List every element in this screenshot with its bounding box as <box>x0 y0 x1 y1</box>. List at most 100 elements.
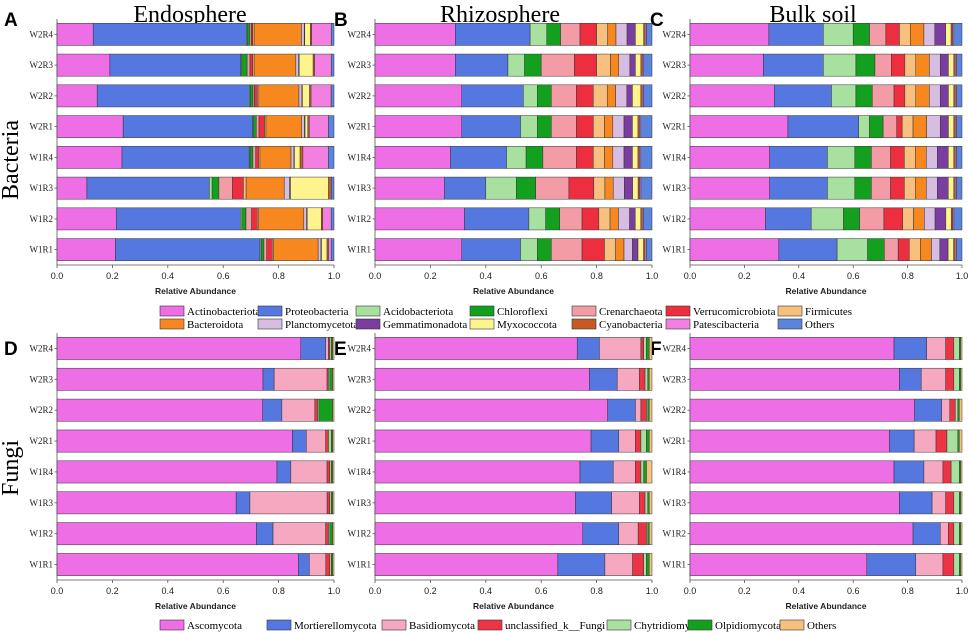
bar-segment-proteobacteria-w2r2 <box>774 84 832 108</box>
bar-segment-chytridiomycota-w2r3 <box>953 367 960 391</box>
x-tick-label: 0.6 <box>217 271 230 281</box>
bar-segment-chloroflexi-w2r1 <box>253 115 257 138</box>
bar-segment-unclassified-k-fungi-w1r1 <box>942 553 955 576</box>
bar-segment-unclassified-k-fungi-w2r4 <box>640 337 644 360</box>
bar-segment-unclassified-k-fungi-w2r4 <box>945 337 955 360</box>
legend-label-others: Others <box>805 319 834 331</box>
bar-segment-crenarchaeota-w2r1 <box>551 115 577 138</box>
bar-segment-mortierellomycota-w2r3 <box>899 367 922 391</box>
bar-segment-planctomycetota-w1r3 <box>926 176 938 200</box>
bar-segment-crenarchaeota-w2r3 <box>874 53 892 77</box>
bar-segment-myxococcota-w2r4 <box>945 23 952 46</box>
bar-segment-myxococcota-w1r4 <box>294 146 301 169</box>
y-tick-label: W1R3 <box>30 183 54 193</box>
legend-swatch-myxococcota <box>469 318 495 330</box>
bar-segment-basidiomycota-w2r3 <box>920 367 946 391</box>
legend-swatch-bacteroidota <box>159 318 185 330</box>
bar-segment-others-w1r1 <box>332 553 335 576</box>
y-tick-label: W2R3 <box>30 60 54 70</box>
bar-segment-ascomycota-w1r3 <box>374 491 576 515</box>
y-tick-label: W1R2 <box>348 214 372 224</box>
bar-segment-mortierellomycota-w2r1 <box>889 429 915 453</box>
bar-segment-ascomycota-w1r3 <box>56 491 237 515</box>
bar-segment-unclassified-k-fungi-w2r3 <box>945 367 955 391</box>
x-tick-label: 0.2 <box>424 271 437 281</box>
bar-segment-myxococcota-w1r2 <box>634 207 642 231</box>
bar-segment-crenarchaeota-w1r2 <box>245 207 252 231</box>
bar-segment-proteobacteria-w1r3 <box>86 176 210 200</box>
bar-segment-bacteroidota-w2r4 <box>607 23 617 46</box>
bar-segment-planctomycetota-w2r1 <box>926 115 941 138</box>
bar-segment-unclassified-k-fungi-w2r2 <box>949 398 956 422</box>
x-tick-label: 0.6 <box>847 271 860 281</box>
x-tick-label: 0.6 <box>535 271 548 281</box>
legend-swatch-proteobacteria <box>257 305 283 317</box>
panel-letter-f: F <box>650 339 662 360</box>
chart-bacteria-endosphere: W2R4 W2R3 W2R2 W2R1 W1R4 W1R3 W1R2 W1R1 0.0 0.2 0.… <box>30 19 340 296</box>
bar-segment-chloroflexi-w2r2 <box>855 84 873 108</box>
bar-segment-chloroflexi-w2r1 <box>869 115 884 138</box>
bar-segment-chytridiomycota-w1r3 <box>953 491 960 515</box>
bar-segment-planctomycetota-w2r2 <box>615 84 628 108</box>
bar-segment-bacteroidota-w2r1 <box>604 115 614 138</box>
bar-segment-acidobacteriota-w1r4 <box>827 146 856 169</box>
bar-segment-others-w2r1 <box>328 115 335 138</box>
legend-swatch-patescibacteria <box>665 318 691 330</box>
bar-segment-firmicutes-w1r3 <box>243 176 247 200</box>
bar-segment-verrucomicrobiota-w2r2 <box>254 84 258 108</box>
y-tick-label: W2R3 <box>663 374 687 384</box>
bar-segment-crenarchaeota-w1r4 <box>252 146 256 169</box>
bar-segment-actinobacteriota-w2r2 <box>56 84 98 108</box>
x-tick-label: 0.8 <box>272 586 285 596</box>
bar-segment-others-w2r4 <box>332 337 335 360</box>
bar-segment-chloroflexi-w2r3 <box>241 53 248 77</box>
y-tick-label: W1R2 <box>663 214 687 224</box>
y-tick-label: W2R1 <box>348 122 372 132</box>
bar-segment-others-w1r2 <box>648 522 653 546</box>
bar-segment-verrucomicrobiota-w2r3 <box>574 53 597 77</box>
bar-segment-basidiomycota-w1r4 <box>290 460 328 484</box>
bar-segment-myxococcota-w1r3 <box>948 176 955 200</box>
legend-label-gemmatimonadota: Gemmatimonadota <box>383 319 467 331</box>
y-tick-label: W2R3 <box>348 374 372 384</box>
bar-segment-chloroflexi-w2r4 <box>246 23 251 46</box>
bar-segment-myxococcota-w2r4 <box>304 23 311 46</box>
x-tick-label: 0.0 <box>51 586 64 596</box>
bar-segment-patescibacteria-w2r4 <box>311 23 332 46</box>
bar-segment-crenarchaeota-w1r1 <box>551 238 583 261</box>
bar-segment-proteobacteria-w1r3 <box>444 176 487 200</box>
bar-segment-chloroflexi-w1r3 <box>211 176 220 200</box>
y-tick-label: W2R2 <box>348 405 372 415</box>
bar-segment-acidobacteriota-w1r2 <box>528 207 546 231</box>
bar-segment-planctomycetota-w1r2 <box>924 207 936 231</box>
bar-segment-others-w2r2 <box>643 84 653 108</box>
bar-segment-planctomycetota-w2r2 <box>929 84 941 108</box>
bar-segment-proteobacteria-w1r4 <box>769 146 828 169</box>
y-tick-label: W1R3 <box>30 498 54 508</box>
bar-segment-proteobacteria-w2r4 <box>768 23 824 46</box>
bar-segment-planctomycetota-w2r3 <box>618 53 631 77</box>
bar-segment-others-w2r3 <box>956 53 963 77</box>
bar-segment-mortierellomycota-w2r4 <box>300 337 326 360</box>
bar-segment-firmicutes-w2r3 <box>904 53 917 77</box>
bar-segment-myxococcota-w2r1 <box>304 115 309 138</box>
bar-segment-acidobacteriota-w1r3 <box>209 176 213 200</box>
y-tick-label: W1R1 <box>348 245 372 255</box>
bar-segment-myxococcota-w1r3 <box>632 176 639 200</box>
bar-segment-olpidiomycota-w1r4 <box>643 460 647 484</box>
bar-segment-verrucomicrobiota-w1r4 <box>255 146 259 169</box>
bar-segment-cyanobacteria-w1r3 <box>328 176 332 200</box>
bar-segment-planctomycetota-w2r4 <box>301 23 305 46</box>
x-tick-label: 0.6 <box>535 586 548 596</box>
bar-segment-proteobacteria-w2r2 <box>461 84 524 108</box>
bar-segment-bacteroidota-w1r4 <box>259 146 292 169</box>
x-axis-label: Relative Abundance <box>473 601 554 611</box>
x-tick-label: 0.4 <box>793 586 806 596</box>
x-tick-label: 1.0 <box>956 586 969 596</box>
bar-segment-basidiomycota-w2r3 <box>273 367 328 391</box>
x-tick-label: 0.4 <box>793 271 806 281</box>
x-tick-label: 0.8 <box>590 586 603 596</box>
bar-segment-others-w1r4 <box>956 146 963 169</box>
bar-segment-unclassified-k-fungi-w1r3 <box>326 491 331 515</box>
chart-fungi-bulk-soil: W2R4 W2R3 W2R2 W2R1 W1R4 W1R3 W1R2 W1R1 0.0 0.2 0.… <box>663 333 969 611</box>
